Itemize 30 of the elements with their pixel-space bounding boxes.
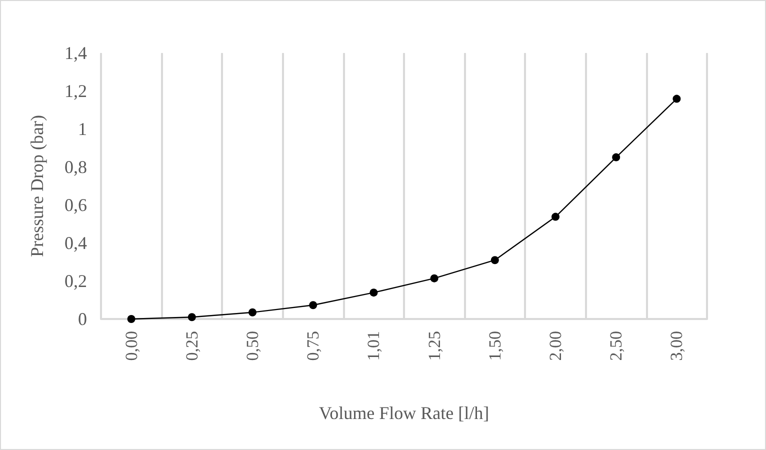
x-tick-label: 0,00 (122, 331, 141, 361)
y-tick-label: 0,4 (64, 233, 87, 253)
y-tick-label: 0,2 (64, 271, 87, 291)
point (309, 301, 318, 310)
point (188, 313, 196, 322)
point (248, 308, 256, 316)
point (127, 315, 136, 323)
x-tick-label: 3,00 (667, 331, 686, 361)
x-tick-label: 2,00 (546, 331, 565, 361)
x-tick-label: 1,50 (485, 331, 504, 361)
y-tick-label: 1,2 (64, 81, 87, 101)
x-tick-label: 1,01 (364, 331, 384, 361)
y-axis-title: Pressure Drop (bar) (27, 115, 47, 257)
y-tick-label: 1,4 (64, 43, 87, 63)
point (430, 274, 438, 282)
x-tick-label: 0,75 (304, 331, 323, 361)
point (552, 212, 560, 221)
y-tick-label: 0 (78, 309, 87, 329)
y-tick-label: 1 (78, 119, 87, 139)
x-tick-label: 1,25 (424, 331, 444, 361)
x-tick-label: 0,50 (243, 331, 262, 361)
x-tick-label: 0,25 (182, 331, 202, 361)
x-axis-title: Volume Flow Rate [l/h] (318, 403, 490, 423)
y-tick-label: 0,8 (64, 157, 87, 177)
point (490, 256, 499, 264)
point (612, 153, 620, 162)
x-tick-label: 2,50 (606, 331, 626, 361)
y-tick-label: 0,6 (64, 195, 87, 215)
point (672, 94, 681, 103)
point (370, 288, 378, 297)
